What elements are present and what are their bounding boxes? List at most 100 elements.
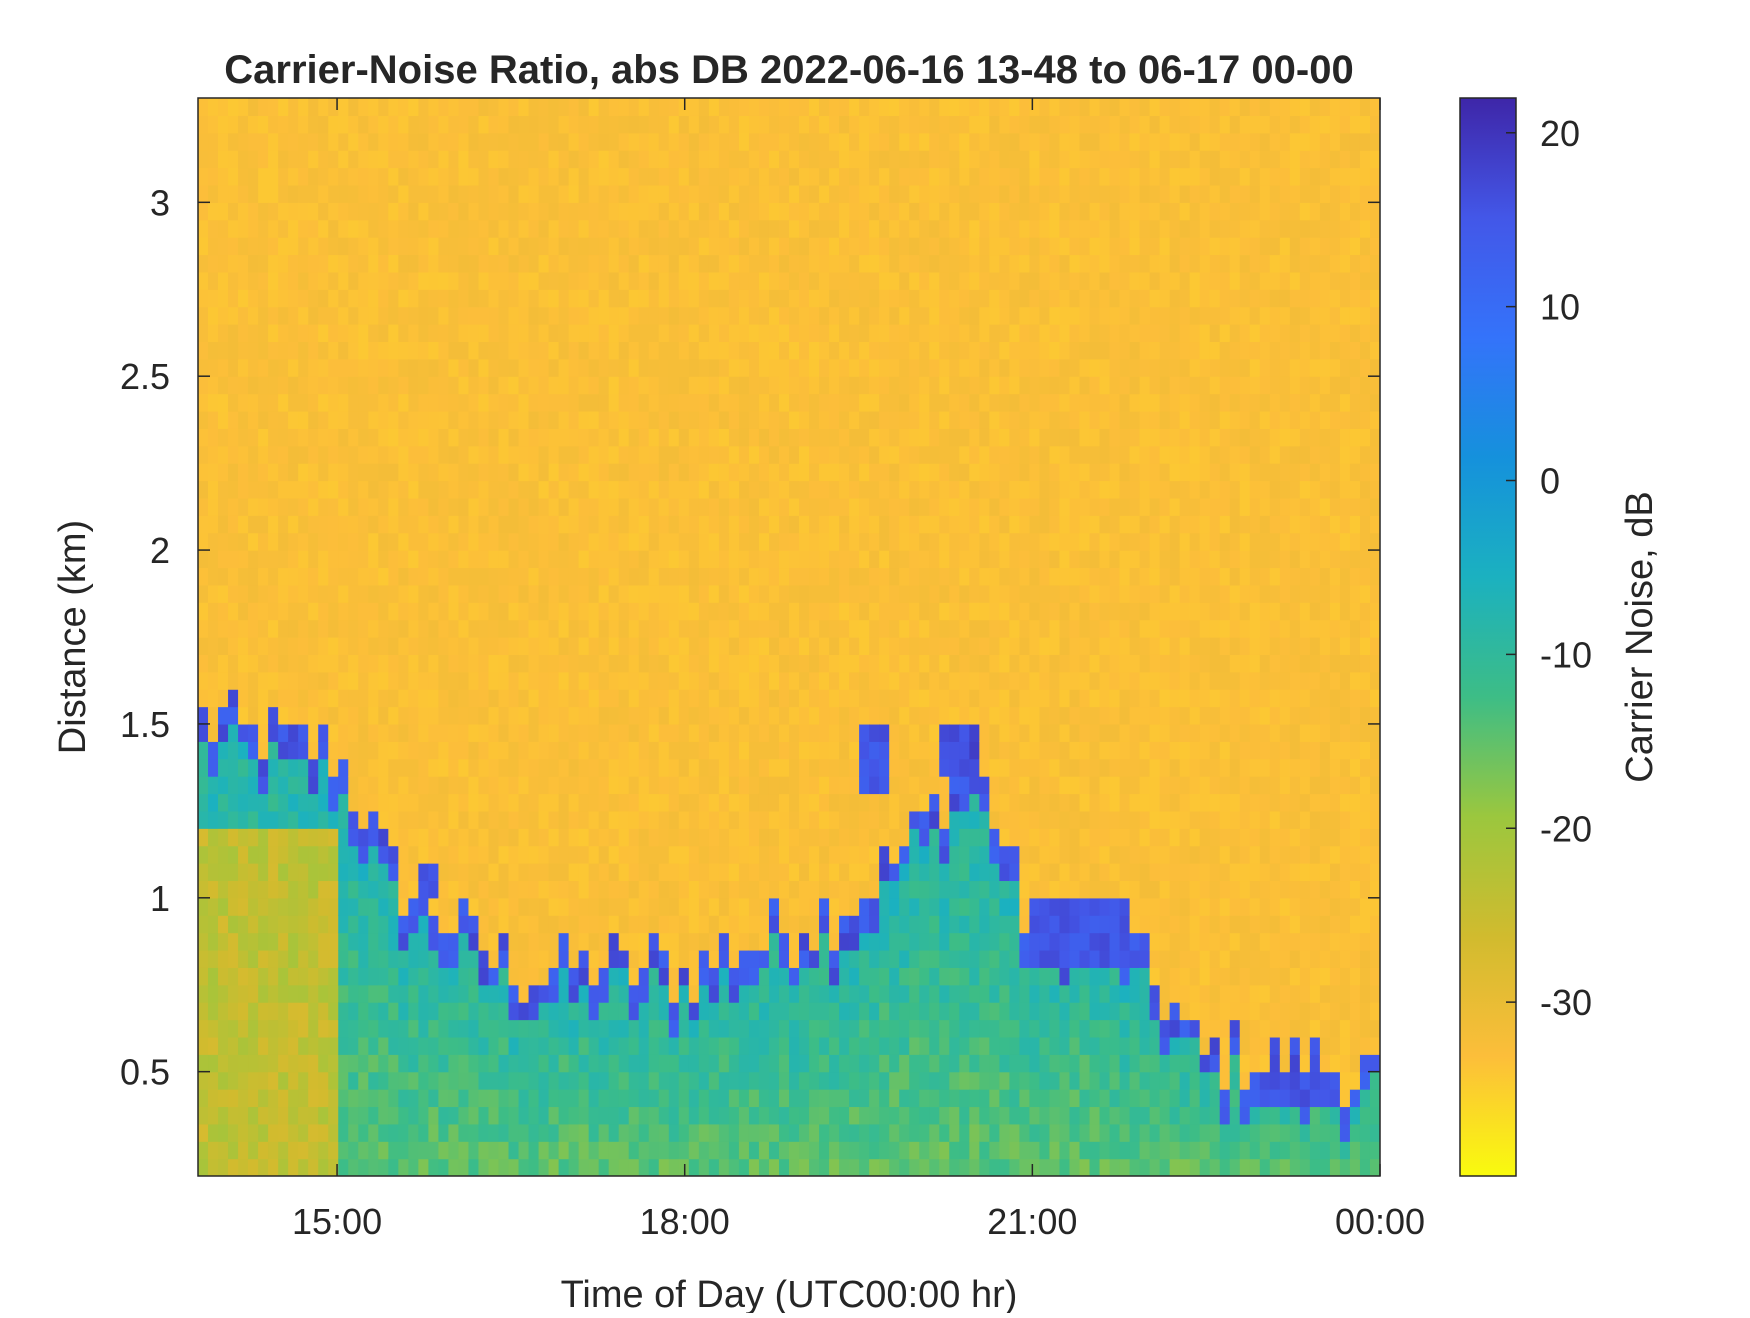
heatmap-cell (749, 1159, 760, 1177)
heatmap-cell (258, 359, 269, 377)
heatmap-cell (438, 793, 449, 811)
heatmap-cell (458, 168, 469, 186)
heatmap-cell (729, 1002, 740, 1020)
heatmap-cell (198, 446, 209, 464)
heatmap-cell (839, 168, 850, 186)
heatmap-cell (448, 550, 459, 568)
heatmap-cell (368, 811, 379, 829)
heatmap-cell (929, 1089, 940, 1107)
heatmap-cell (789, 741, 800, 759)
heatmap-cell (288, 359, 299, 377)
heatmap-cell (639, 1072, 650, 1090)
heatmap-cell (238, 863, 249, 881)
heatmap-cell (859, 324, 870, 342)
heatmap-cell (529, 133, 540, 151)
heatmap-cell (308, 880, 319, 898)
heatmap-cell (519, 637, 530, 655)
heatmap-cell (388, 828, 399, 846)
heatmap-cell (559, 115, 570, 133)
heatmap-cell (949, 846, 960, 864)
heatmap-cell (378, 550, 389, 568)
heatmap-cell (609, 759, 620, 777)
heatmap-cell (358, 202, 369, 220)
heatmap-cell (749, 463, 760, 481)
heatmap-cell (949, 220, 960, 238)
heatmap-cell (208, 1002, 219, 1020)
heatmap-cell (749, 1037, 760, 1055)
heatmap-cell (338, 602, 349, 620)
heatmap-cell (679, 341, 690, 359)
heatmap-cell (488, 811, 499, 829)
heatmap-cell (799, 202, 810, 220)
heatmap-cell (629, 98, 640, 116)
heatmap-cell (418, 254, 429, 272)
heatmap-cell (809, 428, 820, 446)
heatmap-cell (869, 880, 880, 898)
heatmap-cell (328, 828, 339, 846)
heatmap-cell (368, 307, 379, 325)
heatmap-cell (679, 759, 690, 777)
heatmap-cell (358, 428, 369, 446)
heatmap-cell (949, 237, 960, 255)
heatmap-cell (378, 98, 389, 116)
heatmap-cell (318, 828, 329, 846)
heatmap-cell (358, 1124, 369, 1142)
heatmap-cell (789, 359, 800, 377)
heatmap-cell (258, 828, 269, 846)
heatmap-cell (869, 133, 880, 151)
heatmap-cell (378, 168, 389, 186)
heatmap-cell (689, 776, 700, 794)
heatmap-cell (809, 307, 820, 325)
heatmap-cell (358, 150, 369, 168)
heatmap-cell (579, 463, 590, 481)
heatmap-cell (258, 550, 269, 568)
heatmap-cell (268, 150, 279, 168)
heatmap-cell (218, 724, 229, 742)
heatmap-cell (589, 1020, 600, 1038)
heatmap-cell (829, 237, 840, 255)
heatmap-cell (709, 324, 720, 342)
heatmap-cell (759, 411, 770, 429)
heatmap-cell (428, 933, 439, 951)
heatmap-cell (308, 985, 319, 1003)
heatmap-cell (268, 481, 279, 499)
heatmap-cell (378, 602, 389, 620)
heatmap-cell (609, 915, 620, 933)
heatmap-cell (799, 1037, 810, 1055)
heatmap-cell (268, 811, 279, 829)
heatmap-cell (739, 654, 750, 672)
heatmap-cell (529, 550, 540, 568)
heatmap-cell (629, 724, 640, 742)
heatmap-cell (999, 654, 1010, 672)
heatmap-cell (378, 376, 389, 394)
heatmap-cell (919, 307, 930, 325)
heatmap-cell (509, 376, 520, 394)
heatmap-cell (699, 776, 710, 794)
heatmap-cell (909, 1141, 920, 1159)
heatmap-cell (819, 1054, 830, 1072)
heatmap-cell (468, 620, 479, 638)
heatmap-cell (719, 376, 730, 394)
heatmap-cell (749, 985, 760, 1003)
heatmap-cell (949, 202, 960, 220)
heatmap-cell (278, 394, 289, 412)
heatmap-cell (298, 672, 309, 690)
heatmap-cell (589, 324, 600, 342)
heatmap-cell (659, 1072, 670, 1090)
heatmap-cell (378, 811, 389, 829)
heatmap-cell (619, 220, 630, 238)
heatmap-cell (739, 602, 750, 620)
heatmap-cell (368, 689, 379, 707)
heatmap-cell (368, 202, 379, 220)
heatmap-cell (398, 220, 409, 238)
heatmap-cell (478, 985, 489, 1003)
heatmap-cell (709, 463, 720, 481)
heatmap-cell (709, 533, 720, 551)
heatmap-cell (929, 481, 940, 499)
heatmap-cell (499, 498, 510, 516)
heatmap-cell (709, 307, 720, 325)
heatmap-cell (318, 202, 329, 220)
heatmap-cell (368, 741, 379, 759)
heatmap-cell (418, 898, 429, 916)
heatmap-cell (599, 324, 610, 342)
